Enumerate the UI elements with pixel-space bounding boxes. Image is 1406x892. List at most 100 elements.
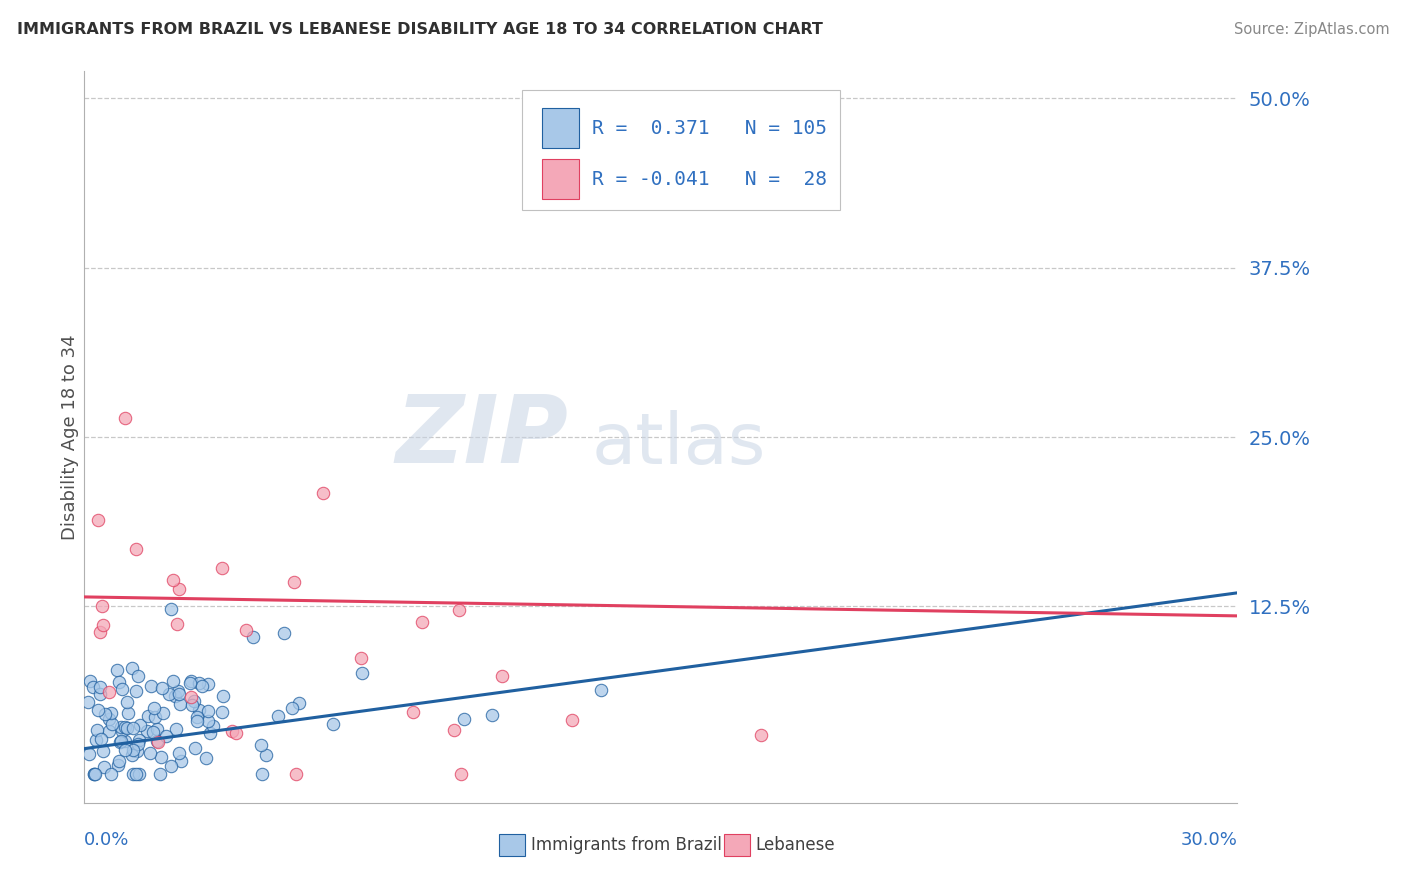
Point bbox=[97, 685, 120, 699]
Point bbox=[94, 707, 117, 722]
Point bbox=[187, 703, 209, 717]
Point bbox=[453, 712, 475, 726]
Point bbox=[281, 701, 304, 715]
Point bbox=[108, 675, 131, 690]
Point bbox=[322, 716, 344, 731]
Point bbox=[110, 720, 132, 734]
Point bbox=[84, 733, 107, 747]
Point bbox=[110, 735, 132, 749]
Y-axis label: Disability Age 18 to 34: Disability Age 18 to 34 bbox=[62, 334, 80, 540]
Text: atlas: atlas bbox=[592, 410, 766, 479]
Point bbox=[128, 717, 150, 731]
Point bbox=[125, 767, 148, 781]
Point bbox=[82, 680, 104, 694]
Point bbox=[165, 690, 187, 704]
Point bbox=[197, 714, 219, 728]
Point bbox=[114, 720, 136, 734]
Point bbox=[250, 739, 273, 753]
Point bbox=[90, 731, 112, 746]
Point bbox=[121, 661, 143, 675]
FancyBboxPatch shape bbox=[543, 159, 579, 200]
Point bbox=[128, 733, 150, 747]
Point bbox=[160, 759, 183, 773]
Point bbox=[93, 760, 115, 774]
Point bbox=[162, 574, 184, 588]
Point bbox=[89, 687, 111, 701]
Point bbox=[350, 665, 373, 680]
FancyBboxPatch shape bbox=[499, 834, 524, 856]
Point bbox=[122, 721, 145, 735]
Point bbox=[273, 625, 295, 640]
Point bbox=[166, 617, 188, 632]
Point bbox=[267, 708, 290, 723]
Point bbox=[235, 624, 257, 638]
Point bbox=[312, 486, 335, 500]
Point bbox=[108, 754, 131, 768]
Point bbox=[100, 706, 122, 720]
Point bbox=[125, 541, 148, 556]
Point bbox=[91, 599, 114, 614]
Point bbox=[589, 682, 612, 697]
Point bbox=[111, 724, 134, 739]
Point bbox=[150, 681, 173, 696]
Point bbox=[149, 767, 172, 781]
Point bbox=[127, 669, 149, 683]
Point bbox=[79, 674, 101, 689]
Point bbox=[181, 698, 204, 713]
Text: 30.0%: 30.0% bbox=[1181, 830, 1237, 848]
Point bbox=[77, 696, 100, 710]
Point bbox=[125, 684, 148, 698]
Point bbox=[111, 682, 134, 697]
Point bbox=[167, 582, 190, 596]
Point bbox=[165, 723, 187, 737]
Point bbox=[491, 669, 513, 683]
Point bbox=[212, 689, 235, 703]
Point bbox=[169, 697, 191, 711]
Point bbox=[139, 746, 162, 760]
Point bbox=[89, 624, 111, 639]
Point bbox=[100, 767, 122, 781]
Point bbox=[127, 737, 149, 751]
Point bbox=[91, 744, 114, 758]
Point bbox=[115, 721, 138, 735]
Point bbox=[402, 705, 425, 719]
Point bbox=[411, 615, 433, 629]
Point bbox=[211, 561, 233, 575]
Point bbox=[142, 700, 165, 714]
Point bbox=[122, 767, 145, 781]
Text: R = -0.041   N =  28: R = -0.041 N = 28 bbox=[592, 170, 827, 189]
Point bbox=[167, 687, 190, 701]
Point bbox=[225, 726, 247, 740]
Point bbox=[128, 767, 150, 781]
FancyBboxPatch shape bbox=[543, 108, 579, 148]
Point bbox=[127, 744, 149, 758]
Point bbox=[250, 767, 273, 781]
Point bbox=[121, 748, 143, 763]
Point bbox=[122, 743, 145, 757]
Point bbox=[107, 757, 129, 772]
Point bbox=[184, 740, 207, 755]
Point bbox=[86, 723, 108, 737]
Point bbox=[211, 706, 233, 720]
Point bbox=[114, 743, 136, 757]
Point bbox=[197, 677, 219, 691]
Point bbox=[87, 703, 110, 717]
Point bbox=[179, 676, 201, 690]
Point bbox=[150, 749, 173, 764]
Point bbox=[105, 663, 128, 677]
Point bbox=[114, 411, 136, 425]
Point bbox=[202, 718, 225, 732]
Point bbox=[186, 714, 208, 729]
Point bbox=[450, 767, 472, 781]
Point bbox=[283, 574, 305, 589]
Point bbox=[167, 746, 190, 760]
Text: 0.0%: 0.0% bbox=[84, 830, 129, 848]
Point bbox=[221, 723, 243, 738]
Text: R =  0.371   N = 105: R = 0.371 N = 105 bbox=[592, 119, 827, 138]
FancyBboxPatch shape bbox=[523, 90, 839, 211]
Point bbox=[136, 723, 159, 738]
Point bbox=[443, 723, 465, 737]
Point bbox=[242, 630, 264, 644]
Point bbox=[146, 722, 169, 736]
Point bbox=[98, 712, 121, 726]
